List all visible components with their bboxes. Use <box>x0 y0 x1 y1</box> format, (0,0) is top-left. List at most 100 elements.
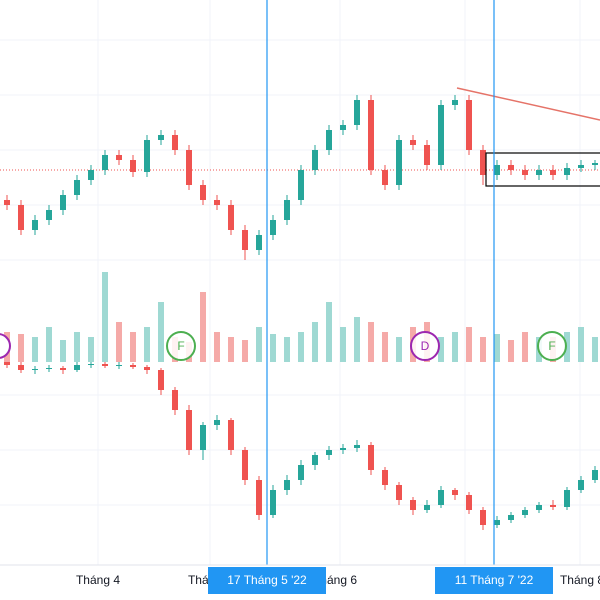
candle-body <box>60 195 66 210</box>
candle-body <box>74 365 80 370</box>
candle-body <box>382 470 388 485</box>
marker-partial <box>0 333 11 359</box>
crosshair-label-box <box>435 567 553 594</box>
candle-body <box>46 368 52 369</box>
volume-bar <box>32 337 38 362</box>
event-marker <box>537 331 567 361</box>
candle-body <box>592 163 598 165</box>
volume-bar <box>354 317 360 362</box>
candle-body <box>494 165 500 175</box>
volume-bar <box>88 337 94 362</box>
candle-body <box>354 100 360 125</box>
candle-body <box>326 450 332 455</box>
candle-body <box>270 490 276 515</box>
candle-body <box>214 420 220 425</box>
candle-body <box>18 205 24 230</box>
candle-body <box>550 505 556 507</box>
candle-body <box>480 510 486 525</box>
candle-body <box>326 130 332 150</box>
volume-bar <box>214 332 220 362</box>
trend-line <box>456 87 600 121</box>
candle-body <box>116 365 122 366</box>
candle-body <box>368 100 374 170</box>
candle-body <box>214 200 220 205</box>
candle-body <box>88 364 94 365</box>
volume-bar <box>312 322 318 362</box>
volume-bar <box>102 272 108 362</box>
candle-body <box>508 165 514 170</box>
candle-body <box>158 135 164 140</box>
candle-body <box>200 425 206 450</box>
candle-body <box>382 170 388 185</box>
candle-body <box>438 105 444 165</box>
candle-body <box>592 470 598 480</box>
candle-body <box>242 230 248 250</box>
volume-bar <box>158 302 164 362</box>
candle-body <box>312 150 318 170</box>
candle-body <box>424 145 430 165</box>
volume-bar <box>368 322 374 362</box>
crosshair-label-box <box>208 567 326 594</box>
candle-body <box>32 369 38 370</box>
candle-body <box>578 480 584 490</box>
candle-body <box>284 200 290 220</box>
candle-body <box>74 180 80 195</box>
volume-bar <box>326 302 332 362</box>
candle-body <box>144 140 150 172</box>
candle-body <box>116 155 122 160</box>
volume-bar <box>452 332 458 362</box>
candle-body <box>130 160 136 172</box>
candle-body <box>256 480 262 515</box>
candle-body <box>102 364 108 366</box>
volume-bar <box>228 337 234 362</box>
candle-body <box>438 490 444 505</box>
range-box <box>485 152 600 187</box>
volume-bar <box>18 334 24 362</box>
candle-body <box>410 140 416 145</box>
time-axis-label: Tháng 4 <box>76 573 120 587</box>
candle-body <box>172 135 178 150</box>
candle-body <box>536 170 542 175</box>
candle-body <box>564 490 570 507</box>
candle-body <box>522 170 528 175</box>
volume-bar <box>592 337 598 362</box>
time-axis-label: Tháng 8 <box>560 573 600 587</box>
candle-body <box>340 125 346 130</box>
volume-bar <box>508 340 514 362</box>
volume-bar <box>466 327 472 362</box>
volume-bar <box>284 337 290 362</box>
candle-body <box>396 140 402 185</box>
candle-body <box>102 155 108 170</box>
candle-body <box>4 200 10 205</box>
candle-body <box>508 515 514 520</box>
volume-bar <box>438 337 444 362</box>
candle-body <box>284 480 290 490</box>
candle-body <box>410 500 416 510</box>
volume-bar <box>130 332 136 362</box>
volume-bar <box>340 327 346 362</box>
candle-body <box>88 170 94 180</box>
volume-bar <box>270 334 276 362</box>
candle-body <box>298 465 304 480</box>
candle-body <box>46 210 52 220</box>
event-marker-label: F <box>177 339 184 353</box>
candle-body <box>32 220 38 230</box>
volume-bar <box>46 327 52 362</box>
volume-bar <box>60 340 66 362</box>
candle-body <box>480 150 486 175</box>
candle-body <box>564 168 570 175</box>
candle-body <box>368 445 374 470</box>
candle-body <box>396 485 402 500</box>
candle-body <box>242 450 248 480</box>
volume-bar <box>522 332 528 362</box>
volume-bar <box>200 292 206 362</box>
crosshair-label: 11 Tháng 7 '22 <box>455 573 534 587</box>
candle-body <box>424 505 430 510</box>
candle-body <box>452 490 458 495</box>
candle-body <box>578 165 584 168</box>
candle-body <box>4 360 10 365</box>
volume-bar <box>578 327 584 362</box>
candle-body <box>186 150 192 185</box>
